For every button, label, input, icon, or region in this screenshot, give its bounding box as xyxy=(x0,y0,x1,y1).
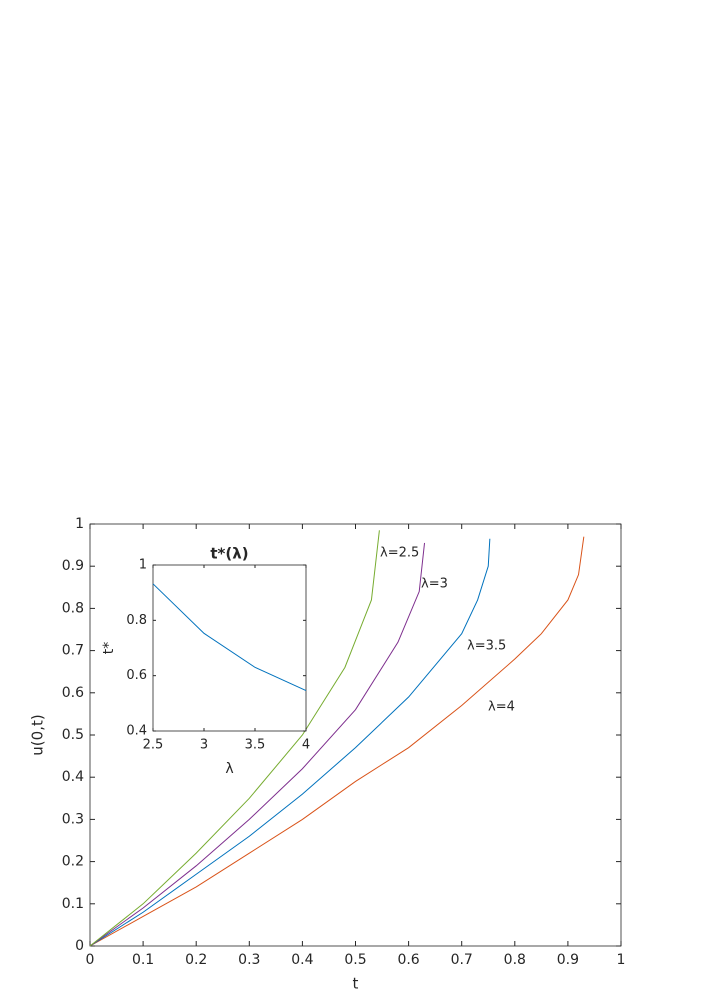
x-tick-label: 0.9 xyxy=(557,952,579,968)
y-tick-label: 0.9 xyxy=(62,558,84,574)
plot-area xyxy=(152,564,307,732)
line-series xyxy=(89,538,491,947)
y-tick-label: 0.6 xyxy=(126,668,147,683)
line-series xyxy=(89,536,585,947)
y-tick-label: 0.8 xyxy=(126,613,147,628)
x-tick-label: 4 xyxy=(302,738,310,753)
y-tick-label: 0.4 xyxy=(62,769,84,785)
y-tick-label: 0.2 xyxy=(62,854,84,870)
x-tick-label: 0.8 xyxy=(504,952,526,968)
y-tick-label: 1 xyxy=(75,516,84,532)
y-tick-label: 0.8 xyxy=(62,600,84,616)
x-tick-label: 3.5 xyxy=(245,738,266,753)
x-tick-label: 1 xyxy=(617,952,626,968)
line-series xyxy=(89,530,380,947)
x-tick-label: 0.2 xyxy=(185,952,207,968)
line-series xyxy=(152,583,307,692)
line-annotation: λ=4 xyxy=(488,700,515,715)
x-tick-label: 0.7 xyxy=(451,952,473,968)
x-tick-label: 0.5 xyxy=(344,952,366,968)
x-tick-label: 0.6 xyxy=(397,952,419,968)
y-axis-label: t* xyxy=(101,642,117,655)
chart-title: t*(λ) xyxy=(210,545,248,563)
x-tick-label: 0 xyxy=(86,952,95,968)
x-axis-label: λ xyxy=(225,761,233,777)
line-annotation: λ=3.5 xyxy=(467,639,506,654)
y-tick-label: 0.5 xyxy=(62,727,84,743)
x-tick-label: 0.4 xyxy=(291,952,313,968)
y-tick-label: 0.3 xyxy=(62,811,84,827)
y-tick-label: 0 xyxy=(75,938,84,954)
line-annotation: λ=2.5 xyxy=(380,546,419,561)
y-tick-label: 0.7 xyxy=(62,643,84,659)
y-tick-label: 0.6 xyxy=(62,685,84,701)
line-annotation: λ=3 xyxy=(421,577,448,592)
x-tick-label: 2.5 xyxy=(143,738,164,753)
y-tick-label: 1 xyxy=(139,558,147,573)
y-tick-label: 0.1 xyxy=(62,896,84,912)
line-series xyxy=(89,542,426,947)
x-tick-label: 0.3 xyxy=(238,952,260,968)
x-tick-label: 0.1 xyxy=(132,952,154,968)
x-axis-label: t xyxy=(353,975,359,993)
y-axis-label: u(0,t) xyxy=(29,714,47,755)
x-tick-label: 3 xyxy=(200,738,208,753)
y-tick-label: 0.4 xyxy=(126,724,147,739)
